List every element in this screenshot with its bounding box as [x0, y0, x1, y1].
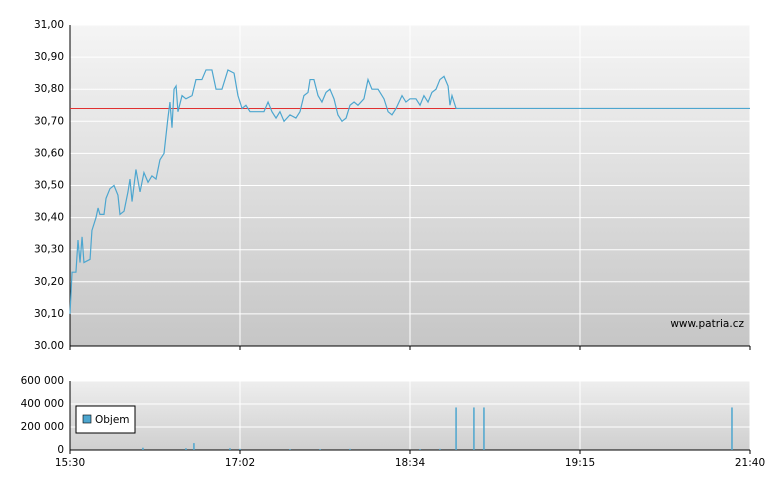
watermark: www.patria.cz	[670, 318, 744, 330]
y-tick-label: 30,40	[34, 212, 64, 224]
x-tick-label: 21:40	[735, 457, 765, 469]
x-tick-label: 15:30	[55, 457, 85, 469]
x-tick-label: 18:34	[395, 457, 426, 469]
bar	[185, 448, 187, 450]
x-tick-label: 19:15	[565, 457, 595, 469]
bar	[193, 443, 195, 450]
y-tick-label: 200 000	[21, 421, 64, 433]
y-tick-label: 400 000	[21, 398, 64, 410]
bar	[439, 448, 441, 450]
bar	[239, 448, 241, 450]
bar	[731, 407, 733, 450]
bar	[473, 407, 475, 450]
legend-label: Objem	[95, 414, 130, 426]
bar	[142, 447, 144, 450]
y-tick-label: 30,80	[34, 83, 64, 95]
bar	[349, 448, 351, 450]
y-tick-label: 30,10	[34, 308, 64, 320]
legend-swatch	[82, 414, 92, 424]
y-tick-label: 0	[57, 444, 64, 456]
y-tick-label: 30,50	[34, 180, 64, 192]
bar	[419, 449, 421, 450]
bar	[455, 407, 457, 450]
x-tick-label: 17:02	[225, 457, 255, 469]
y-tick-label: 30.00	[34, 340, 64, 352]
bar	[319, 449, 321, 450]
y-tick-label: 30,30	[34, 244, 64, 256]
y-tick-label: 31,00	[34, 19, 64, 31]
y-tick-label: 30,20	[34, 276, 64, 288]
bar	[289, 449, 291, 450]
y-tick-label: 30,60	[34, 147, 64, 159]
price-line	[69, 69, 750, 314]
bar	[229, 448, 231, 450]
bar	[483, 407, 485, 450]
y-tick-label: 30,70	[34, 115, 64, 127]
y-tick-label: 30,90	[34, 51, 64, 63]
y-tick-label: 600 000	[21, 375, 64, 387]
